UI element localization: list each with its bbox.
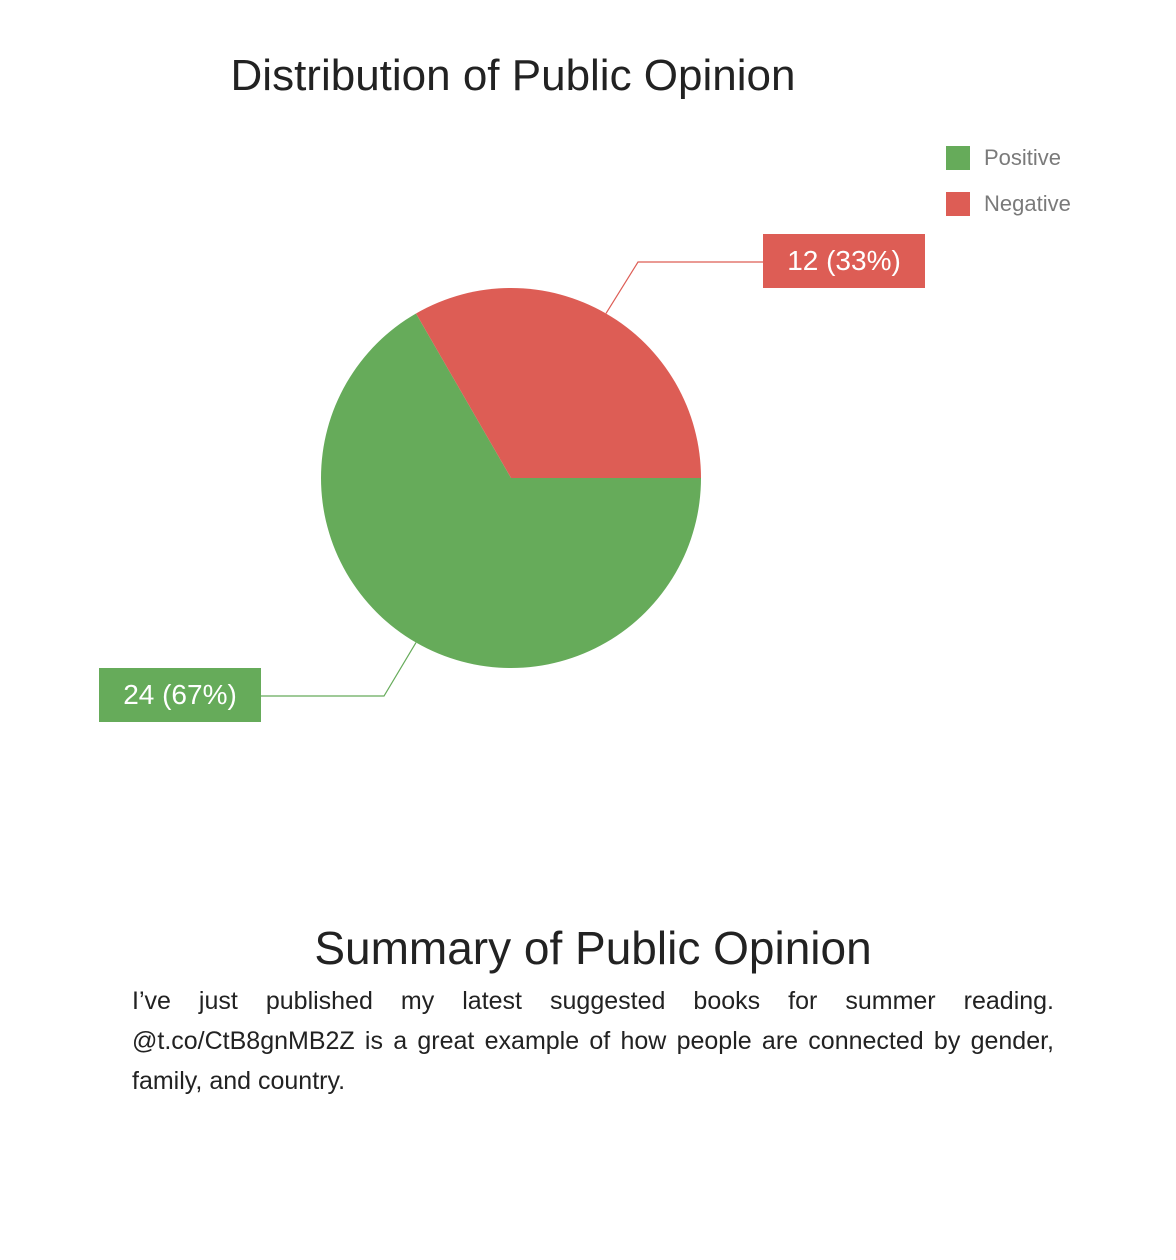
legend-swatch-positive bbox=[946, 145, 970, 170]
legend-label-positive: Positive bbox=[984, 145, 1062, 170]
pie-slice-negative[interactable] bbox=[416, 288, 701, 478]
leader-line-positive bbox=[260, 642, 417, 697]
summary-title: Summary of Public Opinion bbox=[314, 922, 872, 974]
legend-item-positive[interactable]: Positive bbox=[946, 145, 1071, 170]
chart-title: Distribution of Public Opinion bbox=[230, 51, 796, 100]
pie-slice-positive[interactable] bbox=[321, 313, 701, 668]
summary-text: I’ve just published my latest suggested … bbox=[132, 987, 1054, 1095]
legend-item-negative[interactable]: Negative bbox=[946, 191, 1071, 216]
leader-line-negative bbox=[605, 261, 763, 314]
legend-label-negative: Negative bbox=[984, 191, 1071, 216]
pie-chart bbox=[260, 261, 763, 697]
legend-swatch-negative bbox=[946, 191, 970, 216]
data-label-positive: 24 (67%) bbox=[99, 668, 261, 722]
data-label-negative: 12 (33%) bbox=[763, 234, 925, 288]
chart-legend: Positive Negative bbox=[946, 145, 1071, 237]
